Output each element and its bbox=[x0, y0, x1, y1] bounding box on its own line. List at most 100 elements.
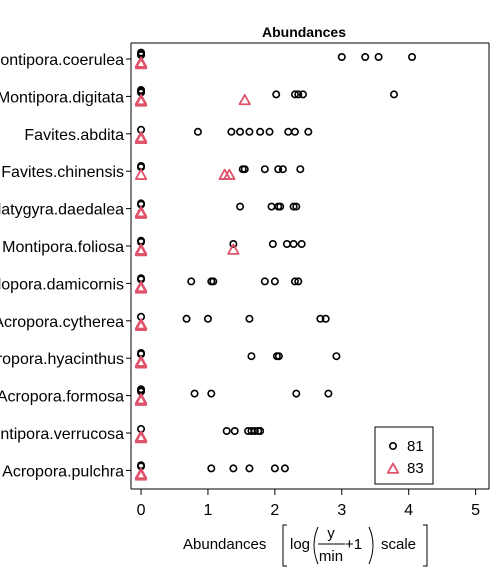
legend-marker-83 bbox=[386, 462, 400, 474]
point-series-81 bbox=[292, 202, 301, 211]
y-axis-ticks bbox=[126, 58, 131, 471]
point-series-81 bbox=[361, 52, 370, 61]
point-series-81 bbox=[321, 314, 330, 323]
point-series-81 bbox=[290, 127, 299, 136]
point-series-81 bbox=[408, 52, 417, 61]
category-label: Acropora.hyacinthus bbox=[0, 351, 124, 368]
x-axis-label-right-bracket bbox=[423, 524, 428, 567]
point-series-81 bbox=[182, 314, 191, 323]
point-series-81 bbox=[324, 389, 333, 398]
point-series-81 bbox=[297, 240, 306, 249]
point-series-83 bbox=[223, 168, 236, 180]
point-series-83 bbox=[134, 168, 148, 180]
point-series-81 bbox=[240, 165, 249, 174]
chart-title: Abundances bbox=[262, 24, 346, 40]
category-label: Pocillopora.damicornis bbox=[0, 276, 124, 293]
point-series-83 bbox=[134, 245, 148, 257]
point-series-81 bbox=[245, 127, 254, 136]
point-series-81 bbox=[374, 52, 383, 61]
point-series-81 bbox=[207, 389, 216, 398]
plot-area bbox=[130, 42, 490, 490]
point-series-81 bbox=[190, 389, 199, 398]
point-series-81 bbox=[272, 90, 281, 99]
x-tick-label: 4 bbox=[404, 502, 413, 519]
point-series-81 bbox=[267, 202, 276, 211]
x-axis-label: Abundances log y min +1 scale bbox=[183, 524, 428, 567]
point-series-83 bbox=[238, 94, 251, 106]
point-series-81 bbox=[316, 314, 325, 323]
point-series-81 bbox=[230, 426, 239, 435]
category-label: Montipora.digitata bbox=[0, 89, 124, 106]
category-labels: Montipora.coerulea Montipora.digitata Favi… bbox=[0, 52, 124, 480]
point-series-81 bbox=[289, 202, 298, 211]
x-tick-label: 5 bbox=[471, 502, 480, 519]
point-series-83 bbox=[134, 468, 148, 480]
point-series-81 bbox=[270, 277, 279, 286]
point-series-83 bbox=[134, 281, 148, 293]
point-series-83 bbox=[227, 243, 240, 255]
x-axis-label-numerator: y bbox=[327, 525, 335, 542]
x-tick-label: 3 bbox=[337, 502, 346, 519]
x-axis-ticks: 0 1 2 3 4 5 bbox=[137, 489, 480, 519]
legend-marker-81 bbox=[388, 441, 397, 450]
point-series-81 bbox=[256, 426, 265, 435]
x-axis-label-plus-one: +1 bbox=[345, 536, 362, 553]
point-series-81 bbox=[229, 464, 238, 473]
point-series-81 bbox=[229, 240, 238, 249]
point-series-81 bbox=[245, 314, 254, 323]
point-series-81 bbox=[332, 352, 341, 361]
point-series-83 bbox=[134, 430, 148, 442]
x-tick-label: 0 bbox=[137, 502, 146, 519]
point-series-81 bbox=[304, 127, 313, 136]
point-series-81 bbox=[250, 426, 259, 435]
point-series-81 bbox=[265, 127, 274, 136]
point-series-81 bbox=[278, 165, 287, 174]
point-series-81 bbox=[294, 90, 303, 99]
point-series-83 bbox=[134, 393, 148, 405]
category-label: Acropora.pulchra bbox=[2, 463, 124, 480]
x-tick-label: 1 bbox=[204, 502, 213, 519]
point-series-81 bbox=[289, 240, 298, 249]
point-series-81 bbox=[389, 90, 398, 99]
point-series-81 bbox=[260, 165, 269, 174]
point-series-81 bbox=[137, 385, 146, 394]
point-series-81 bbox=[236, 202, 245, 211]
point-series-81 bbox=[290, 90, 299, 99]
point-series-81 bbox=[203, 314, 212, 323]
point-series-81 bbox=[247, 352, 256, 361]
point-series-81 bbox=[207, 464, 216, 473]
point-series-81 bbox=[245, 464, 254, 473]
point-series-81 bbox=[282, 240, 291, 249]
point-series-81 bbox=[284, 127, 293, 136]
category-label: Platygyra.daedalea bbox=[0, 202, 124, 219]
x-tick-label: 2 bbox=[270, 502, 279, 519]
data-marks bbox=[134, 48, 417, 481]
legend-box bbox=[374, 426, 434, 485]
point-series-81 bbox=[209, 277, 218, 286]
point-series-81 bbox=[296, 165, 305, 174]
point-series-81 bbox=[256, 127, 265, 136]
category-label: Acropora.cytherea bbox=[0, 314, 124, 331]
category-label: Montipora.foliosa bbox=[2, 239, 124, 256]
legend-label-81: 81 bbox=[407, 438, 424, 455]
x-axis-label-suffix: scale bbox=[381, 536, 416, 553]
point-series-83 bbox=[134, 56, 148, 68]
point-series-81 bbox=[260, 277, 269, 286]
x-axis-label-text: Abundances bbox=[183, 536, 266, 553]
x-axis-label-left-bracket bbox=[282, 524, 287, 567]
point-series-81 bbox=[337, 52, 346, 61]
point-series-83 bbox=[134, 318, 148, 330]
point-series-81 bbox=[290, 277, 299, 286]
point-series-81 bbox=[193, 127, 202, 136]
point-series-81 bbox=[294, 277, 303, 286]
category-label: Favites.abdita bbox=[24, 127, 124, 144]
point-series-81 bbox=[270, 464, 279, 473]
point-series-83 bbox=[134, 95, 148, 107]
legend-label-83: 83 bbox=[407, 460, 424, 477]
point-series-81 bbox=[292, 389, 301, 398]
point-series-83 bbox=[134, 206, 148, 218]
point-series-81 bbox=[276, 202, 285, 211]
category-label: Acropora.formosa bbox=[0, 389, 124, 406]
